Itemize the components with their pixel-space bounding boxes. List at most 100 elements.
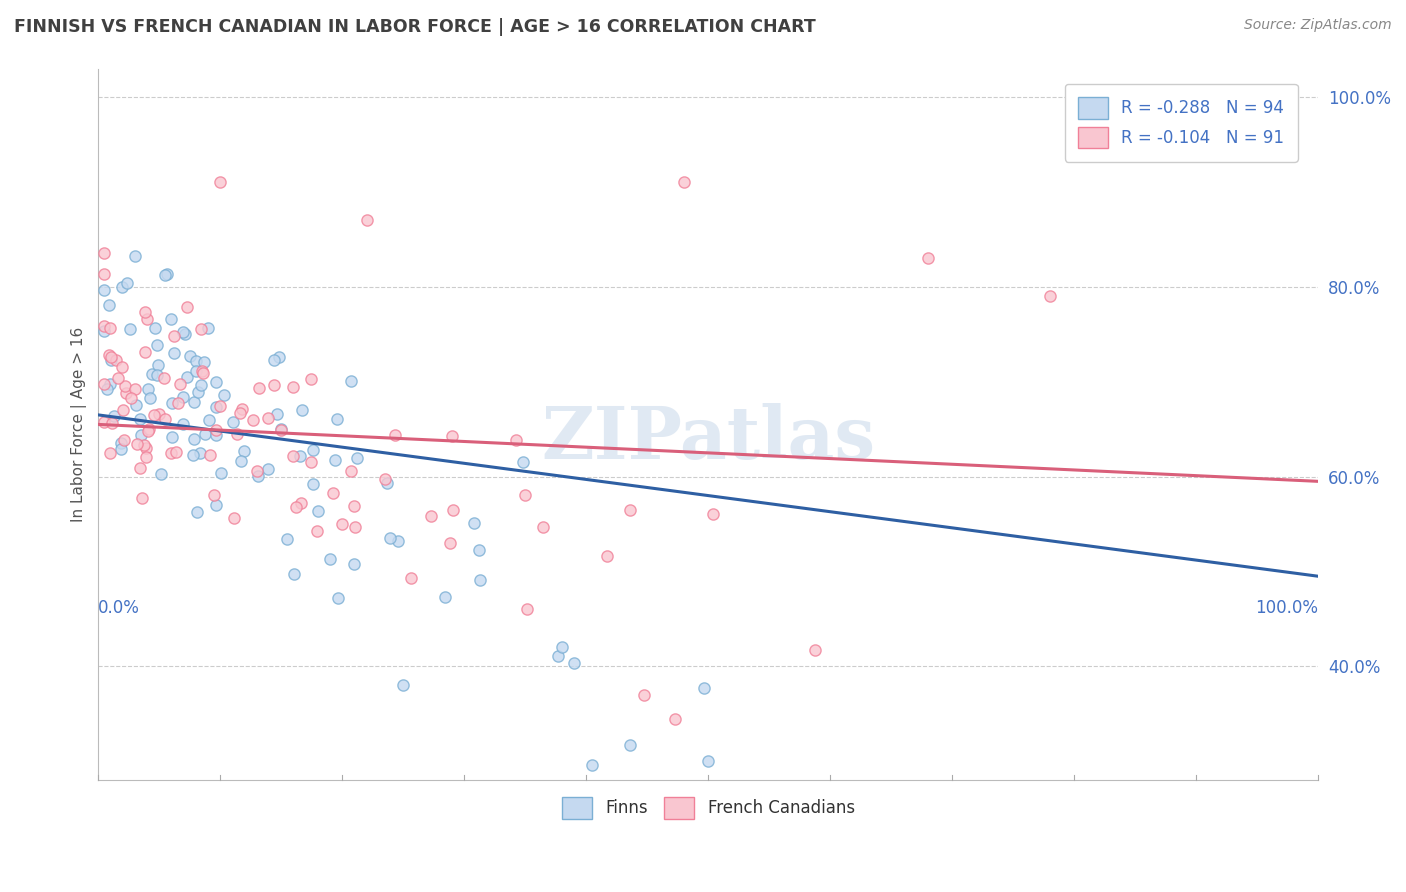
Point xyxy=(242,413,264,427)
Point xyxy=(697,754,720,768)
Point xyxy=(439,536,461,550)
Point xyxy=(183,395,205,409)
Point xyxy=(596,549,619,563)
Point xyxy=(290,496,312,510)
Point xyxy=(93,376,115,391)
Point xyxy=(332,517,354,532)
Point xyxy=(172,390,194,404)
Point xyxy=(384,427,406,442)
Point xyxy=(93,324,115,338)
Point xyxy=(399,571,422,585)
Point xyxy=(288,449,311,463)
Point xyxy=(917,252,939,266)
Point xyxy=(302,477,325,491)
Point xyxy=(346,450,368,465)
Point xyxy=(266,407,288,421)
Point xyxy=(619,503,641,517)
Point xyxy=(672,175,695,189)
Point xyxy=(197,320,219,334)
Point xyxy=(153,268,176,282)
Point xyxy=(98,376,121,391)
Legend: Finns, French Canadians: Finns, French Canadians xyxy=(555,790,862,825)
Point xyxy=(194,427,217,442)
Point xyxy=(664,712,686,726)
Point xyxy=(169,376,191,391)
Point xyxy=(186,364,208,378)
Point xyxy=(112,433,135,447)
Point xyxy=(229,406,252,420)
Point xyxy=(205,400,228,414)
Point xyxy=(322,485,344,500)
Point xyxy=(1039,289,1062,303)
Point xyxy=(392,678,415,692)
Point xyxy=(283,567,305,582)
Point xyxy=(160,446,183,460)
Point xyxy=(342,499,364,513)
Point xyxy=(257,410,280,425)
Point xyxy=(176,369,198,384)
Point xyxy=(190,377,212,392)
Point xyxy=(124,249,146,263)
Point xyxy=(138,422,160,436)
Point xyxy=(440,429,463,443)
Point xyxy=(93,283,115,297)
Point xyxy=(512,455,534,469)
Point xyxy=(125,436,148,450)
Point xyxy=(285,500,308,514)
Point xyxy=(229,453,252,467)
Point xyxy=(134,305,156,319)
Point xyxy=(463,516,485,531)
Point xyxy=(124,382,146,396)
Point xyxy=(222,415,245,429)
Point xyxy=(468,573,491,587)
Point xyxy=(115,276,138,290)
Text: Source: ZipAtlas.com: Source: ZipAtlas.com xyxy=(1244,18,1392,32)
Point xyxy=(197,413,219,427)
Point xyxy=(619,738,641,752)
Point xyxy=(136,425,159,439)
Point xyxy=(380,531,402,545)
Point xyxy=(187,384,209,399)
Point xyxy=(267,350,290,364)
Point xyxy=(692,681,714,695)
Point xyxy=(319,552,342,566)
Point xyxy=(135,450,157,464)
Point xyxy=(163,346,186,360)
Point xyxy=(153,371,176,385)
Point xyxy=(205,423,228,437)
Point xyxy=(129,460,152,475)
Point xyxy=(344,520,367,534)
Point xyxy=(356,213,378,227)
Point xyxy=(174,326,197,341)
Point xyxy=(513,488,536,502)
Point xyxy=(103,409,125,423)
Point xyxy=(159,312,181,326)
Point xyxy=(247,381,270,395)
Point xyxy=(340,464,363,478)
Point xyxy=(562,656,585,670)
Point xyxy=(111,360,134,375)
Point xyxy=(105,353,128,368)
Point xyxy=(208,400,231,414)
Point xyxy=(222,510,245,524)
Point xyxy=(581,758,603,772)
Point xyxy=(191,367,214,381)
Point xyxy=(246,464,269,478)
Point xyxy=(419,508,441,523)
Point xyxy=(205,376,228,390)
Point xyxy=(467,543,489,558)
Point xyxy=(804,642,827,657)
Point xyxy=(188,446,211,460)
Point xyxy=(143,321,166,335)
Point xyxy=(97,348,120,362)
Point xyxy=(128,412,150,426)
Point xyxy=(343,557,366,571)
Point xyxy=(308,504,330,518)
Point xyxy=(441,503,464,517)
Point xyxy=(146,359,169,373)
Point xyxy=(263,352,285,367)
Point xyxy=(209,466,232,480)
Point xyxy=(135,442,157,456)
Point xyxy=(172,325,194,339)
Point xyxy=(328,591,350,605)
